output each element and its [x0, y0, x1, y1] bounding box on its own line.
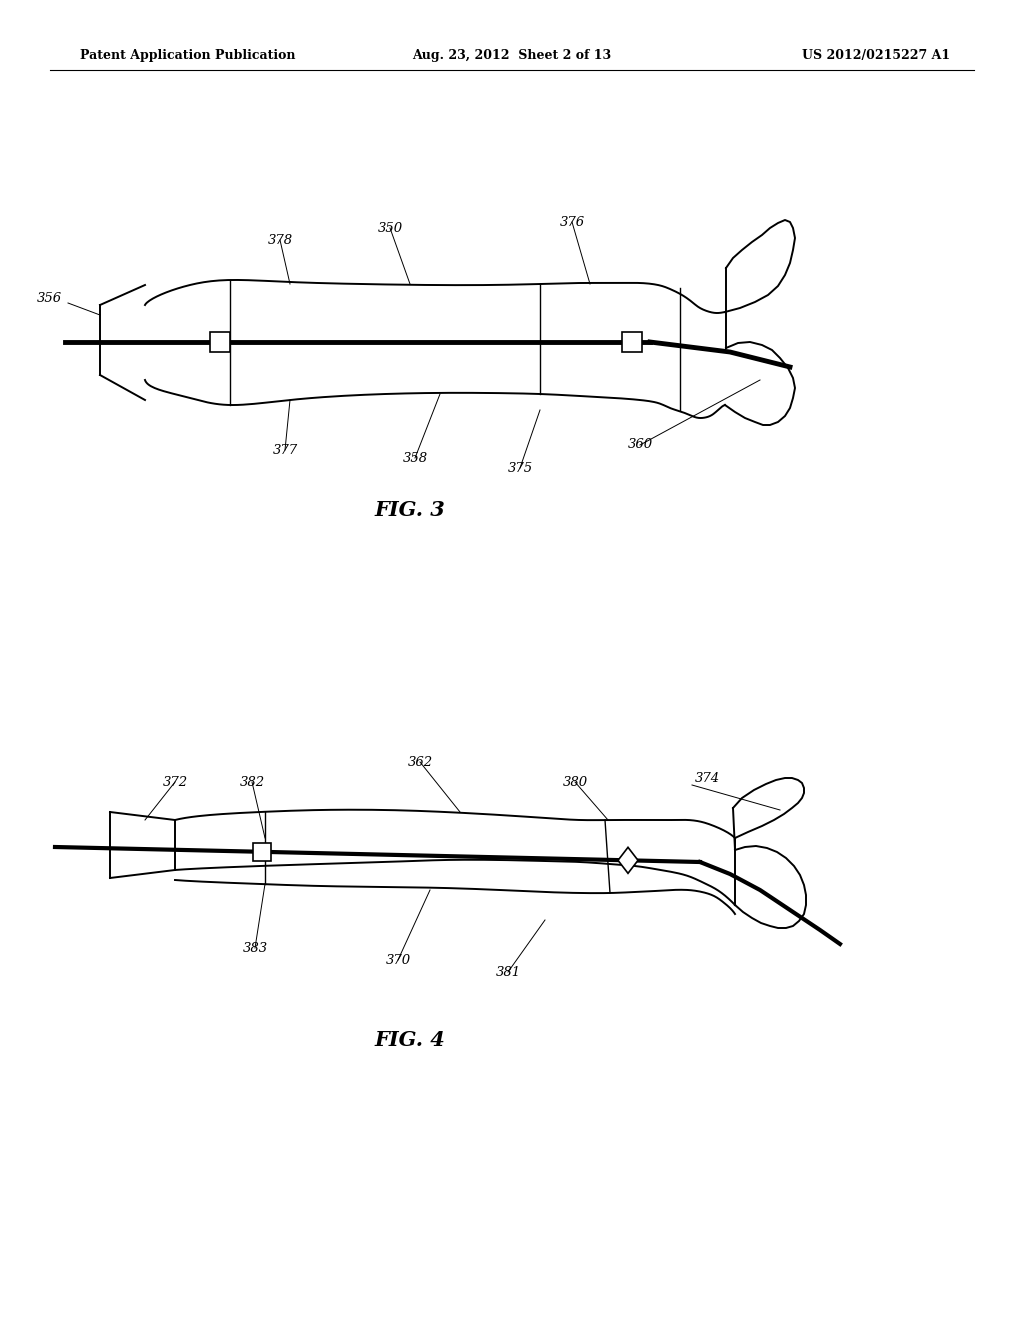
Text: 377: 377	[272, 444, 298, 457]
Text: 358: 358	[402, 451, 428, 465]
Text: 378: 378	[267, 234, 293, 247]
Text: Patent Application Publication: Patent Application Publication	[80, 49, 296, 62]
Text: 375: 375	[508, 462, 532, 474]
Text: 382: 382	[240, 776, 264, 788]
Text: 356: 356	[37, 292, 62, 305]
Polygon shape	[253, 842, 271, 861]
Text: Aug. 23, 2012  Sheet 2 of 13: Aug. 23, 2012 Sheet 2 of 13	[413, 49, 611, 62]
Text: 362: 362	[408, 755, 432, 768]
Text: 376: 376	[559, 215, 585, 228]
Text: US 2012/0215227 A1: US 2012/0215227 A1	[802, 49, 950, 62]
Text: 360: 360	[628, 438, 652, 451]
Text: FIG. 3: FIG. 3	[375, 500, 445, 520]
Text: 372: 372	[163, 776, 187, 788]
Text: 350: 350	[378, 222, 402, 235]
Text: 383: 383	[243, 941, 267, 954]
Text: 380: 380	[562, 776, 588, 788]
Text: 370: 370	[385, 953, 411, 966]
Polygon shape	[618, 847, 638, 874]
Text: 374: 374	[695, 771, 720, 784]
Polygon shape	[210, 333, 230, 352]
Text: 381: 381	[496, 965, 520, 978]
Polygon shape	[622, 333, 642, 352]
Text: FIG. 4: FIG. 4	[375, 1030, 445, 1049]
